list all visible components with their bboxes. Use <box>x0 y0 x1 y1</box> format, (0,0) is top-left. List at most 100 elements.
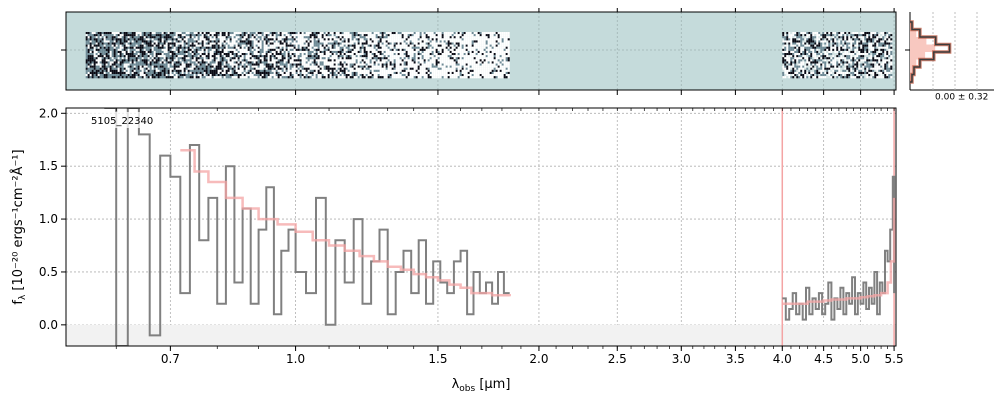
spectrum-2d-pixel <box>423 61 426 64</box>
spectrum-2d-pixel <box>155 67 158 70</box>
spectrum-2d-pixel <box>786 71 789 75</box>
spectrum-2d-pixel <box>479 63 482 66</box>
spectrum-2d-pixel <box>267 69 270 72</box>
spectrum-2d-pixel <box>483 48 486 51</box>
spectrum-2d-pixel <box>201 38 204 41</box>
spectrum-2d-pixel <box>355 46 358 49</box>
spectrum-2d-pixel <box>131 40 134 43</box>
spectrum-2d-pixel <box>145 42 148 45</box>
spectrum-2d-pixel <box>413 59 416 62</box>
spectrum-2d-pixel <box>93 34 96 37</box>
spectrum-2d-pixel <box>139 53 142 56</box>
spectrum-2d-pixel <box>794 74 797 77</box>
spectrum-2d-pixel <box>407 38 410 41</box>
spectrum-2d-pixel <box>111 36 114 39</box>
spectrum-2d-pixel <box>459 61 462 64</box>
spectrum-2d-pixel <box>119 34 122 37</box>
spectrum-2d-pixel <box>489 67 492 70</box>
spectrum-2d-pixel <box>335 76 338 79</box>
spectrum-2d-pixel <box>790 36 793 39</box>
spectrum-2d-pixel <box>491 42 494 45</box>
spectrum-2d-pixel <box>403 40 406 43</box>
spectrum-2d-pixel <box>253 76 256 79</box>
spectrum-2d-pixel <box>473 71 476 75</box>
spectrum-2d-pixel <box>317 40 320 43</box>
spectrum-2d-pixel <box>461 71 464 75</box>
spectrum-2d-pixel <box>505 44 508 47</box>
spectrum-2d-pixel <box>287 74 290 77</box>
spectrum-2d-pixel <box>93 42 96 45</box>
spectrum-2d-pixel <box>491 61 494 64</box>
spectrum-2d-pixel <box>295 74 298 77</box>
spectrum-2d-pixel <box>453 57 456 60</box>
spectrum-2d-pixel <box>91 53 94 56</box>
spectrum-2d-pixel <box>790 34 793 37</box>
spectrum-2d-pixel <box>455 59 458 62</box>
spectrum-2d-pixel <box>449 42 452 45</box>
spectrum-2d-pixel <box>329 34 332 37</box>
spectrum-2d-pixel <box>91 34 94 37</box>
spectrum-2d-pixel <box>245 36 248 39</box>
spectrum-2d-pixel <box>165 63 168 66</box>
spectrum-2d-pixel <box>307 42 310 45</box>
spectrum-2d-pixel <box>443 69 446 72</box>
spectrum-2d-pixel <box>341 46 344 49</box>
spectrum-2d-pixel <box>223 48 226 51</box>
spectrum-2d-pixel <box>351 38 354 41</box>
spectrum-2d-pixel <box>369 63 372 66</box>
spectrum-2d-pixel <box>263 65 266 68</box>
spectrum-2d-pixel <box>325 74 328 77</box>
spectrum-2d-pixel <box>355 65 358 68</box>
spectrum-2d-pixel <box>343 46 346 49</box>
spectrum-2d-pixel <box>171 50 174 54</box>
spectrum-2d-pixel <box>475 71 478 75</box>
spectrum-2d-pixel <box>265 74 268 77</box>
spectrum-2d-pixel <box>245 76 248 79</box>
spectrum-2d-pixel <box>467 55 470 58</box>
spectrum-2d-pixel <box>155 50 158 54</box>
spectrum-2d-pixel <box>451 34 454 37</box>
spectrum-2d-pixel <box>255 46 258 49</box>
spectrum-2d-pixel <box>806 63 809 66</box>
spectrum-2d-pixel <box>417 71 420 75</box>
spectrum-2d-pixel <box>315 65 318 68</box>
spectrum-2d-pixel <box>163 34 166 37</box>
spectrum-2d-pixel <box>341 74 344 77</box>
spectrum-2d-pixel <box>293 36 296 39</box>
spectrum-2d-pixel <box>453 55 456 58</box>
spectrum-2d-pixel <box>469 46 472 49</box>
spectrum-2d-pixel <box>493 55 496 58</box>
spectrum-2d-pixel <box>151 34 154 37</box>
spectrum-2d-pixel <box>145 65 148 68</box>
spectrum-2d-pixel <box>265 61 268 64</box>
spectrum-2d-pixel <box>355 53 358 56</box>
spectrum-2d-pixel <box>353 44 356 47</box>
spectrum-2d-pixel <box>151 71 154 75</box>
spectrum-2d-pixel <box>259 44 262 47</box>
spectrum-2d-pixel <box>481 69 484 72</box>
spectrum-2d-pixel <box>429 55 432 58</box>
spectrum-2d-pixel <box>353 48 356 51</box>
spectrum-2d-pixel <box>371 34 374 37</box>
spectrum-2d-pixel <box>115 67 118 70</box>
spectrum-2d-pixel <box>449 48 452 51</box>
spectrum-2d-pixel <box>361 74 364 77</box>
spectrum-2d-pixel <box>203 59 206 62</box>
spectrum-2d-pixel <box>379 32 382 35</box>
spectrum-2d-pixel <box>145 69 148 72</box>
spectrum-2d-pixel <box>503 40 506 43</box>
spectrum-2d-pixel <box>277 34 280 37</box>
spectrum-2d-pixel <box>151 59 154 62</box>
spectrum-2d-pixel <box>119 53 122 56</box>
spectrum-2d-pixel <box>343 67 346 70</box>
spectrum-2d-pixel <box>319 38 322 41</box>
spectrum-2d-pixel <box>209 61 212 64</box>
spectrum-2d-pixel <box>167 48 170 51</box>
spectrum-2d-pixel <box>395 76 398 79</box>
spectrum-2d-pixel <box>291 32 294 35</box>
spectrum-2d-pixel <box>117 65 120 68</box>
spectrum-2d-pixel <box>295 46 298 49</box>
spectrum-2d-pixel <box>487 63 490 66</box>
spectrum-2d-pixel <box>125 34 128 37</box>
spectrum-2d-pixel <box>802 63 805 66</box>
